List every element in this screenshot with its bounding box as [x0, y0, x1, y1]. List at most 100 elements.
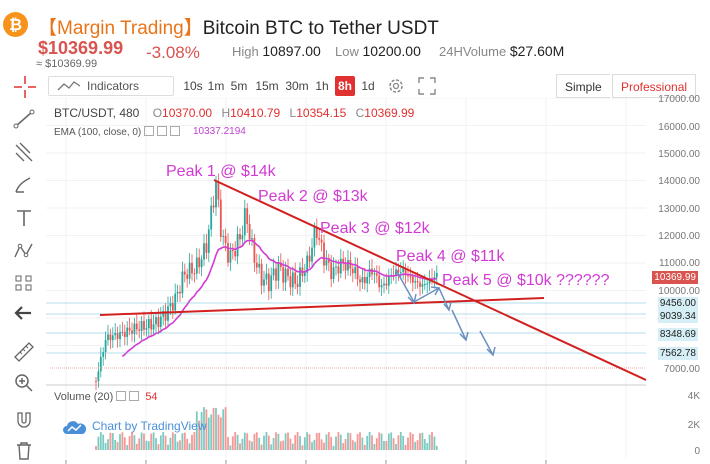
timeframe-5m[interactable]: 5m	[230, 79, 248, 93]
volume-bar	[414, 441, 417, 450]
ema-legend: EMA (100, close, 0)	[54, 126, 181, 138]
volume-bar	[222, 409, 225, 450]
volume-bar	[104, 442, 107, 450]
volume-bar	[383, 441, 385, 450]
tradingview-watermark[interactable]: Chart by TradingView	[62, 418, 207, 436]
candle-body	[116, 333, 119, 340]
projection-arrow-1-head	[407, 293, 417, 305]
price-chart[interactable]	[46, 98, 710, 464]
volume-bar	[171, 432, 174, 450]
candle-body	[423, 284, 426, 286]
volume-bar	[215, 407, 217, 450]
candle-body	[159, 316, 162, 328]
volume-bar	[337, 432, 340, 450]
text-icon[interactable]	[12, 207, 36, 229]
volume-bar	[320, 439, 323, 450]
timeframe-1m[interactable]: 1m	[207, 79, 225, 93]
candle-body	[378, 275, 381, 288]
pattern-icon[interactable]	[12, 240, 36, 262]
volume-bar	[431, 432, 433, 450]
volume-bar	[253, 433, 256, 450]
volume-bar	[121, 432, 124, 450]
candle-body	[114, 333, 117, 336]
trash-icon[interactable]	[12, 440, 36, 462]
volume-bar	[435, 445, 438, 450]
candle-body	[291, 272, 294, 288]
candle-body	[294, 272, 297, 284]
brush-icon[interactable]	[12, 174, 36, 196]
pitchfork-icon[interactable]	[12, 141, 36, 163]
volume-bar	[258, 437, 261, 450]
volume-bar	[428, 434, 431, 450]
back-arrow-icon[interactable]	[12, 302, 36, 324]
crosshair-icon[interactable]	[12, 74, 38, 100]
candle-body	[325, 260, 328, 266]
volume-bar	[174, 433, 177, 450]
candle-body	[167, 306, 169, 321]
volume-bar	[419, 433, 421, 450]
indicators-button[interactable]: Indicators	[48, 76, 174, 96]
candle-body	[363, 277, 366, 284]
candle-body	[147, 319, 150, 329]
zoom-icon[interactable]	[12, 372, 36, 394]
magnet-icon[interactable]	[12, 409, 36, 431]
volume-bar	[313, 439, 316, 450]
measure-icon[interactable]	[12, 272, 36, 294]
volume-bar	[332, 445, 335, 450]
low-value: 10200.00	[362, 43, 421, 59]
timeframe-15m[interactable]: 15m	[255, 79, 279, 93]
volume-bar	[284, 433, 287, 450]
ema-label: EMA (100, close, 0)	[54, 127, 142, 138]
gear-icon[interactable]	[386, 76, 406, 96]
candle-body	[313, 227, 316, 248]
candle-body	[145, 328, 148, 330]
volume-bar	[342, 443, 345, 450]
volume-bar	[164, 435, 167, 450]
timeframe-8h[interactable]: 8h	[335, 76, 355, 96]
projection-arrow-5	[479, 330, 494, 356]
volume-bar	[272, 437, 275, 450]
simple-mode-button[interactable]: Simple	[556, 74, 610, 98]
volume-remove-toggle[interactable]	[129, 391, 140, 401]
volume-bar	[361, 437, 364, 450]
candle-body	[270, 275, 273, 292]
price-usd: ≈ $10369.99	[36, 58, 98, 70]
professional-mode-button[interactable]: Professional	[612, 74, 697, 98]
legend-symbol: BTC/USDT, 480	[54, 106, 140, 120]
volume-bar	[399, 432, 402, 450]
timeframe-1d[interactable]: 1d	[361, 79, 375, 93]
legend-h-value: 10410.79	[230, 106, 281, 120]
ema-remove-toggle[interactable]	[170, 126, 181, 136]
expand-icon[interactable]	[417, 76, 437, 96]
volume-bar	[265, 432, 268, 450]
volume-bar	[241, 438, 244, 450]
volume-bar	[131, 432, 133, 450]
candle-body	[217, 181, 220, 200]
candle-body	[416, 281, 419, 283]
ema-visibility-toggle[interactable]	[144, 126, 155, 136]
candle-body	[188, 262, 191, 279]
candle-body	[308, 255, 311, 262]
candle-body	[174, 293, 177, 311]
volume-visibility-toggle[interactable]	[116, 391, 127, 401]
timeframe-10s[interactable]: 10s	[183, 79, 203, 93]
volume-bar	[179, 440, 181, 450]
volume-bar	[255, 432, 258, 450]
volume-bar	[133, 435, 136, 450]
candle-body	[111, 335, 114, 341]
trendline-icon[interactable]	[12, 108, 36, 130]
timeframe-1h[interactable]: 1h	[315, 79, 329, 93]
ema-settings-toggle[interactable]	[157, 126, 168, 136]
volume-bar	[325, 434, 328, 450]
volume-bar	[143, 433, 145, 450]
candle-body	[327, 260, 330, 263]
projection-arrow-1	[395, 269, 415, 303]
legend-l-value: 10354.15	[296, 106, 347, 120]
ruler-icon[interactable]	[12, 340, 36, 362]
candle-body	[243, 208, 246, 236]
volume-bar	[287, 432, 289, 450]
timeframe-30m[interactable]: 30m	[285, 79, 309, 93]
last-price: $10369.99	[38, 38, 124, 58]
candle-body	[299, 267, 301, 287]
volume-label: 24HVolume	[439, 44, 507, 59]
